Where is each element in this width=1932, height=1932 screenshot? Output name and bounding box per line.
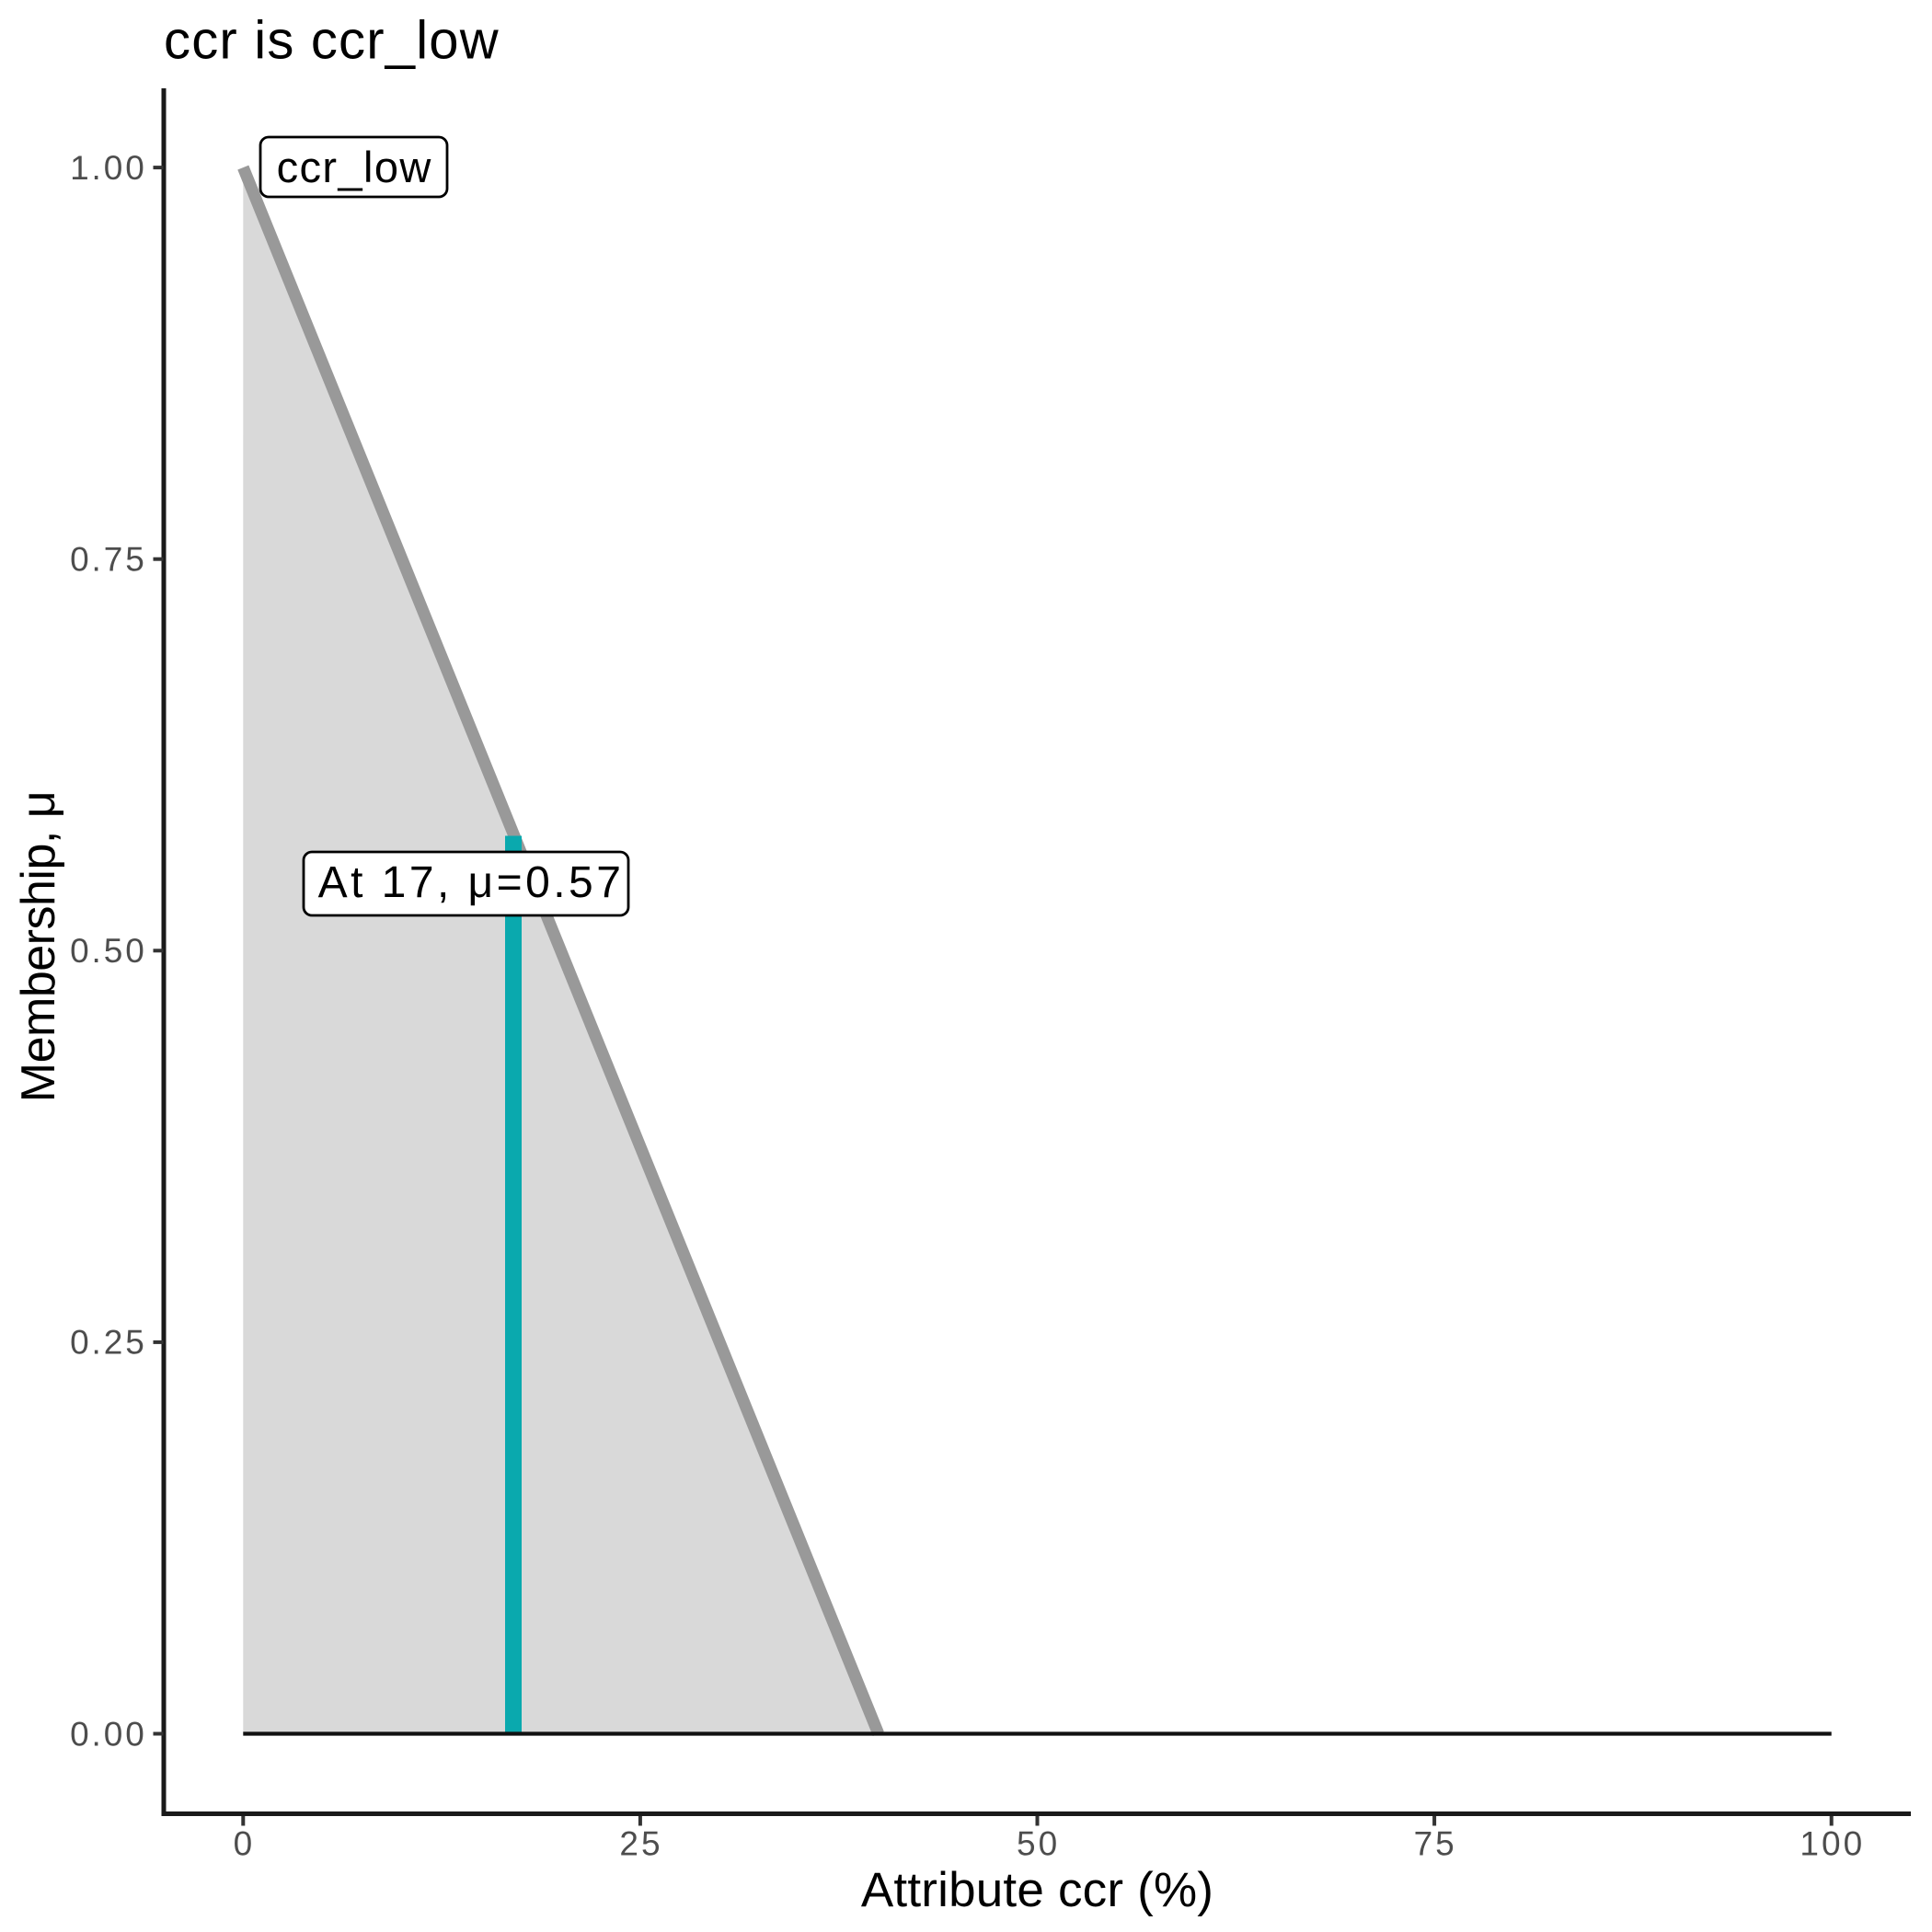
svg-text:50: 50 — [1017, 1825, 1060, 1863]
svg-text:1.00: 1.00 — [70, 149, 147, 187]
svg-text:At 17, μ=0.57: At 17, μ=0.57 — [318, 858, 625, 907]
svg-text:100: 100 — [1800, 1825, 1865, 1863]
svg-text:Attribute ccr (%): Attribute ccr (%) — [861, 1863, 1213, 1917]
svg-text:ccr_low: ccr_low — [277, 143, 432, 191]
svg-text:Membership, μ: Membership, μ — [12, 791, 65, 1102]
svg-text:0.00: 0.00 — [70, 1715, 147, 1753]
svg-text:ccr is ccr_low: ccr is ccr_low — [164, 11, 500, 71]
svg-text:0.75: 0.75 — [70, 541, 147, 579]
svg-text:0.25: 0.25 — [70, 1324, 147, 1362]
svg-text:25: 25 — [619, 1825, 662, 1863]
svg-text:75: 75 — [1414, 1825, 1457, 1863]
svg-text:0: 0 — [234, 1825, 256, 1863]
svg-text:0.50: 0.50 — [70, 932, 147, 970]
